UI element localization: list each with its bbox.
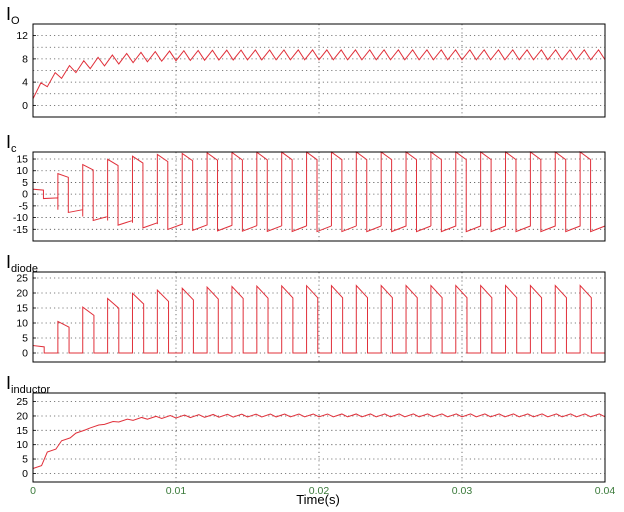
y-tick-label: 20 [16, 288, 28, 300]
panel-title-sub: O [11, 15, 20, 27]
x-tick-label: 0.03 [452, 485, 473, 497]
x-tick-label: 0.01 [166, 485, 187, 497]
plot-frame [32, 23, 606, 118]
panel-title-main: I [6, 373, 11, 393]
y-tick-label: 0 [22, 100, 28, 112]
x-tick-label: 0.02 [309, 485, 330, 497]
y-tick-label: 12 [16, 30, 28, 42]
y-tick-label: 10 [16, 165, 28, 177]
panel-title-main: I [6, 132, 11, 152]
panel-title: IO [6, 4, 20, 27]
y-tick-label: 5 [22, 333, 28, 345]
panel-title: Ic [6, 132, 17, 155]
panel-title-sub: diode [11, 263, 38, 275]
panel-title-sub: inductor [11, 384, 50, 396]
plot-frame [32, 392, 606, 483]
y-tick-label: -5 [19, 200, 28, 212]
series-line [32, 284, 605, 354]
y-tick-label: 10 [16, 318, 28, 330]
y-tick-label: 10 [16, 439, 28, 451]
panel-1: IO 0 4 8 12 [6, 4, 606, 118]
x-axis: Time(s) 0 0.01 0.02 0.03 0.04 [30, 485, 615, 507]
series-line [32, 413, 606, 469]
panel-title-sub: c [11, 143, 17, 155]
y-tick-label: 15 [16, 303, 28, 315]
y-tick-label: 5 [22, 177, 28, 189]
y-tick-label: -10 [13, 212, 28, 224]
plot-frame [32, 151, 606, 242]
panel-title-main: I [6, 252, 11, 272]
panel-title-main: I [6, 4, 11, 24]
y-tick-label: 25 [16, 273, 28, 285]
series-line [32, 151, 606, 233]
x-tick-label: 0 [30, 485, 36, 497]
x-axis-label: Time(s) [296, 492, 340, 507]
y-tick-label: 25 [16, 396, 28, 408]
y-tick-label: 15 [16, 425, 28, 437]
y-tick-label: 0 [22, 348, 28, 360]
y-tick-label: 4 [22, 77, 28, 89]
y-tick-label: 0 [22, 468, 28, 480]
y-tick-label: 20 [16, 410, 28, 422]
plot-frame [32, 271, 606, 363]
panel-title: Idiode [6, 252, 38, 275]
y-tick-label: 8 [22, 53, 28, 65]
series-line [32, 49, 606, 99]
y-tick-label: -15 [13, 224, 28, 236]
y-tick-label: 5 [22, 454, 28, 466]
x-tick-label: 0.04 [595, 485, 616, 497]
y-tick-label: 15 [16, 154, 28, 166]
y-tick-label: 0 [22, 189, 28, 201]
